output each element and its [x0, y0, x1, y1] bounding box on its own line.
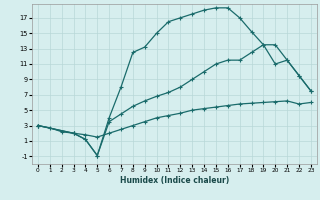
X-axis label: Humidex (Indice chaleur): Humidex (Indice chaleur) [120, 176, 229, 185]
